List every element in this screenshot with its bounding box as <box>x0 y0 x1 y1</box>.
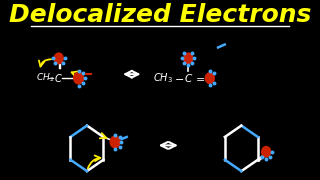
Text: $CH_3$: $CH_3$ <box>153 71 172 85</box>
Circle shape <box>55 53 63 63</box>
Circle shape <box>110 136 120 147</box>
Text: $-$: $-$ <box>174 73 184 83</box>
Circle shape <box>74 73 83 84</box>
Circle shape <box>184 53 192 63</box>
Text: $CH_2$: $CH_2$ <box>36 72 55 84</box>
Text: Delocalized Electrons: Delocalized Electrons <box>9 3 311 27</box>
Text: $=$: $=$ <box>193 73 205 83</box>
Text: $-C-$: $-C-$ <box>46 72 72 84</box>
Text: $C$: $C$ <box>184 72 193 84</box>
Circle shape <box>206 73 214 83</box>
Circle shape <box>262 147 270 157</box>
